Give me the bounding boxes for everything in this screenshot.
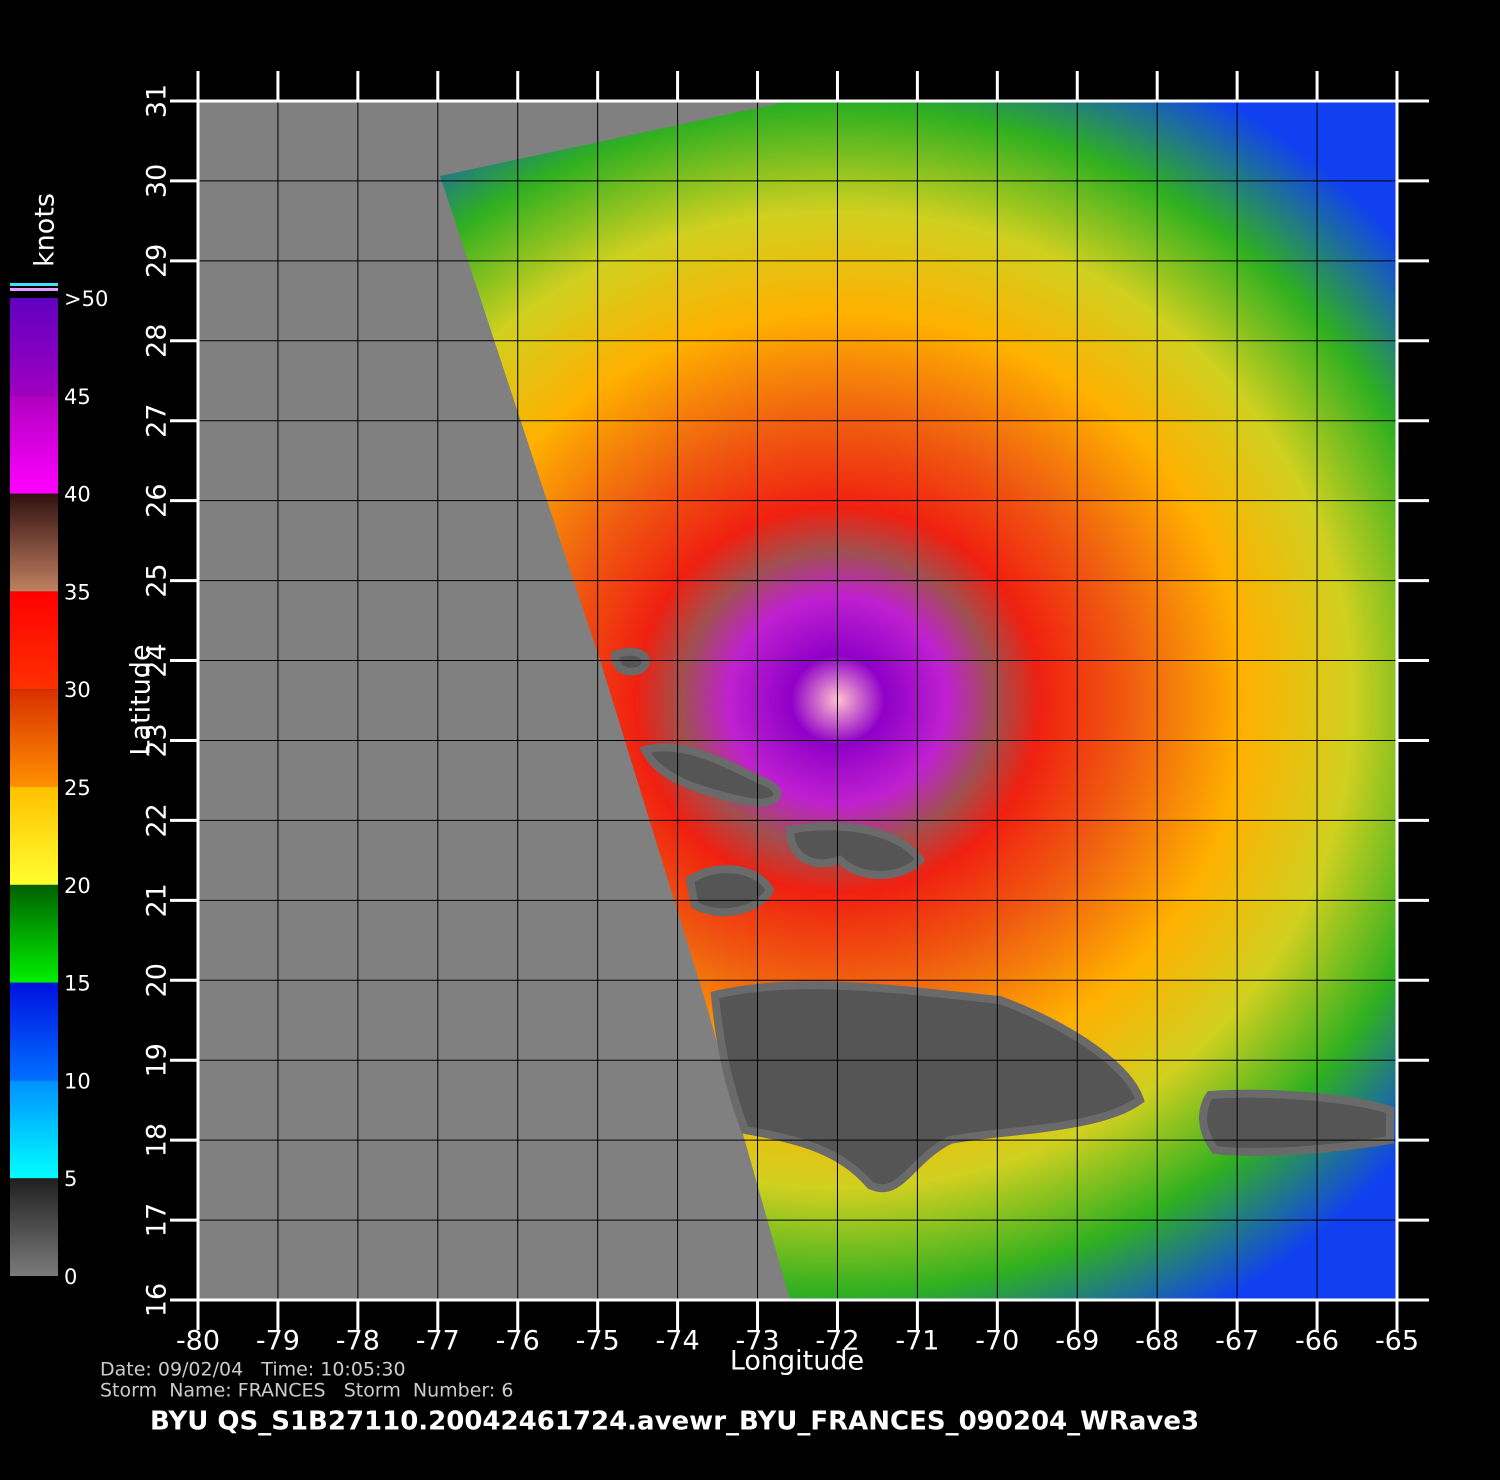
y-tick-label: 25	[142, 563, 173, 597]
colorbar-label: 40	[64, 483, 91, 507]
y-tick-label: 30	[142, 164, 173, 198]
y-tick-label: 16	[142, 1283, 173, 1317]
y-tick-label: 31	[142, 84, 173, 118]
colorbar-cap	[10, 288, 58, 291]
x-axis-label: Longitude	[730, 1346, 864, 1377]
x-tick-label: -70	[975, 1326, 1019, 1357]
colorbar-label: 0	[64, 1265, 77, 1289]
y-tick-label: 26	[142, 483, 173, 517]
colorbar-label: 45	[64, 385, 91, 409]
x-tick-label: -65	[1375, 1326, 1419, 1357]
colorbar-segment	[10, 689, 58, 787]
y-tick-label: 24	[142, 643, 173, 677]
y-tick-label: 21	[142, 883, 173, 917]
colorbar-label: 30	[64, 678, 91, 702]
colorbar-cap	[10, 283, 58, 286]
x-tick-label: -71	[895, 1326, 939, 1357]
colorbar-label: 10	[64, 1069, 91, 1093]
land	[610, 647, 1394, 1193]
plot-frame	[196, 99, 1399, 1302]
colorbar-segment	[10, 1178, 58, 1276]
x-tick-label: -78	[336, 1326, 380, 1357]
colorbar-segment	[10, 982, 58, 1081]
y-tick-label: 19	[142, 1043, 173, 1077]
x-tick-label: -74	[656, 1326, 700, 1357]
y-axis-label: Latitude	[126, 644, 157, 755]
colorbar-label: 20	[64, 874, 91, 898]
colorbar-title: knots	[30, 193, 61, 267]
x-tick-label: -75	[576, 1326, 620, 1357]
y-tick-label: 27	[142, 404, 173, 438]
y-tick-label: 23	[142, 723, 173, 757]
y-tick-label: 17	[142, 1203, 173, 1237]
x-tick-label: -67	[1215, 1326, 1259, 1357]
x-tick-label: -77	[416, 1326, 460, 1357]
date-note: Date: 09/02/04 Time: 10:05:30	[100, 1359, 406, 1381]
colorbar-segment	[10, 591, 58, 690]
y-tick-label: 29	[142, 244, 173, 278]
colorbar-label: >50	[64, 287, 108, 311]
y-tick-label: 28	[142, 324, 173, 358]
x-tick-label: -68	[1135, 1326, 1179, 1357]
x-tick-label: -73	[735, 1326, 779, 1357]
storm-note: Storm Name: FRANCES Storm Number: 6	[100, 1380, 513, 1402]
colorbar-segment	[10, 298, 58, 396]
x-tick-label: -76	[496, 1326, 540, 1357]
y-tick-label: 18	[142, 1123, 173, 1157]
colorbar-label: 25	[64, 776, 91, 800]
wind-swath	[440, 101, 1397, 1300]
x-tick-label: -79	[256, 1326, 300, 1357]
colorbar-label: 15	[64, 972, 91, 996]
x-tick-label: -72	[815, 1326, 859, 1357]
colorbar-segment	[10, 395, 58, 494]
colorbar-segment	[10, 1080, 58, 1179]
y-tick-label: 22	[142, 803, 173, 837]
colorbar-label: 35	[64, 580, 91, 604]
x-tick-label: -80	[176, 1326, 220, 1357]
colorbar-segment	[10, 493, 58, 592]
colorbar-label: 5	[64, 1167, 77, 1191]
colorbar-segment	[10, 884, 58, 983]
x-tick-label: -69	[1055, 1326, 1099, 1357]
figure-title: BYU QS_S1B27110.20042461724.avewr_BYU_FR…	[150, 1407, 1199, 1437]
colorbar-segment	[10, 787, 58, 885]
y-tick-label: 20	[142, 963, 173, 997]
x-tick-label: -66	[1295, 1326, 1339, 1357]
